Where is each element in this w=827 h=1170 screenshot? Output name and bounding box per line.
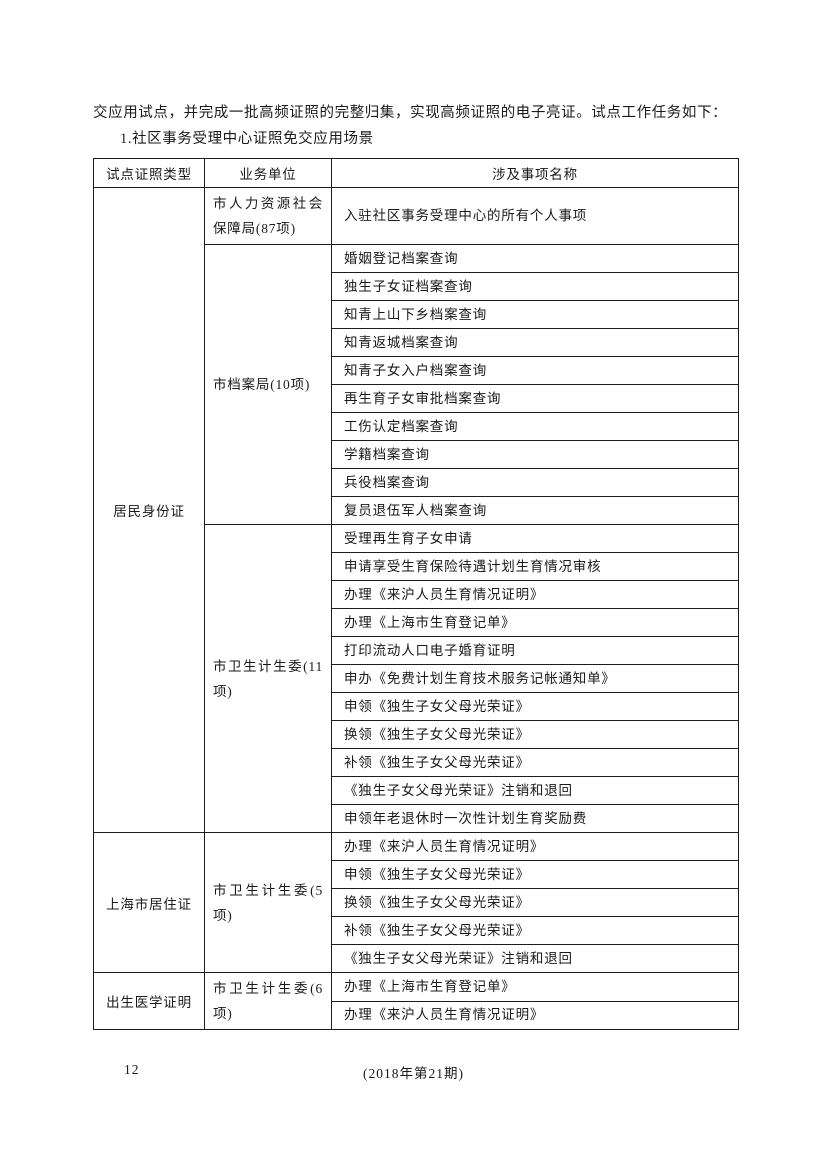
table-row: 申请享受生育保险待遇计划生育情况审核: [94, 552, 739, 581]
table-row: 兵役档案查询: [94, 468, 739, 497]
unit-cell: 市卫生计生委(5项): [204, 832, 332, 973]
table-row: 打印流动人口电子婚育证明: [94, 636, 739, 665]
table-row: 《独生子女父母光荣证》注销和退回: [94, 944, 739, 973]
table-row: 换领《独生子女父母光荣证》: [94, 888, 739, 917]
table-body: 居民身份证 市人力资源社会保障局(87项) 入驻社区事务受理中心的所有个人事项 市档案…: [93, 187, 739, 1030]
unit-cell: 市卫生计生委(11项): [204, 524, 332, 833]
item-cell: 知青上山下乡档案查询: [331, 300, 739, 329]
item-cell: 再生育子女审批档案查询: [331, 384, 739, 413]
cert-type-cell: 居民身份证: [93, 187, 205, 833]
table-row: 办理《来沪人员生育情况证明》: [94, 1000, 739, 1030]
item-cell: 换领《独生子女父母光荣证》: [331, 888, 739, 917]
issue-label: (2018年第21期): [363, 1066, 464, 1081]
unit-cell: 市人力资源社会保障局(87项): [204, 187, 332, 245]
table-row: 申领《独生子女父母光荣证》: [94, 692, 739, 721]
item-cell: 换领《独生子女父母光荣证》: [331, 720, 739, 749]
table-row: 工伤认定档案查询: [94, 412, 739, 441]
table-row: 再生育子女审批档案查询: [94, 384, 739, 413]
table-header-row: 试点证照类型 业务单位 涉及事项名称: [93, 158, 739, 188]
table-row: 知青返城档案查询: [94, 328, 739, 357]
item-cell: 入驻社区事务受理中心的所有个人事项: [331, 187, 739, 245]
table-row: 出生医学证明 市卫生计生委(6项) 办理《上海市生育登记单》: [93, 972, 739, 1030]
table-row: 市档案局(10项) 婚姻登记档案查询: [94, 244, 739, 525]
item-cell: 独生子女证档案查询: [331, 272, 739, 301]
item-cell: 婚姻登记档案查询: [331, 244, 739, 273]
table-row: 《独生子女父母光荣证》注销和退回: [94, 776, 739, 805]
cert-type-cell: 上海市居住证: [93, 832, 205, 973]
item-cell: 兵役档案查询: [331, 468, 739, 497]
item-cell: 补领《独生子女父母光荣证》: [331, 916, 739, 945]
item-cell: 申请享受生育保险待遇计划生育情况审核: [331, 552, 739, 581]
item-cell: 知青子女入户档案查询: [331, 356, 739, 385]
certificates-table: 试点证照类型 业务单位 涉及事项名称 居民身份证 市人力资源社会保障局(87项) 入…: [93, 158, 739, 1030]
item-cell: 办理《来沪人员生育情况证明》: [331, 832, 739, 861]
document-content: 交应用试点，并完成一批高频证照的完整归集，实现高频证照的电子亮证。试点工作任务如…: [93, 101, 739, 1030]
item-cell: 办理《上海市生育登记单》: [331, 972, 739, 1002]
item-cell: 复员退伍军人档案查询: [331, 496, 739, 525]
item-cell: 《独生子女父母光荣证》注销和退回: [331, 776, 739, 805]
table-row: 办理《上海市生育登记单》: [94, 608, 739, 637]
item-cell: 打印流动人口电子婚育证明: [331, 636, 739, 665]
item-cell: 工伤认定档案查询: [331, 412, 739, 441]
item-cell: 申领《独生子女父母光荣证》: [331, 692, 739, 721]
unit-cell: 市卫生计生委(6项): [204, 972, 332, 1030]
column-header-unit: 业务单位: [204, 158, 332, 188]
column-header-cert-type: 试点证照类型: [93, 158, 205, 188]
item-cell: 申办《免费计划生育技术服务记帐通知单》: [331, 664, 739, 693]
table-row: 知青子女入户档案查询: [94, 356, 739, 385]
table-row: 知青上山下乡档案查询: [94, 300, 739, 329]
column-header-items: 涉及事项名称: [331, 158, 739, 188]
item-cell: 学籍档案查询: [331, 440, 739, 469]
section-heading: 1.社区事务受理中心证照免交应用场景: [120, 131, 374, 147]
page-footer: 12 (2018年第21期): [0, 1062, 827, 1084]
table-row: 居民身份证 市人力资源社会保障局(87项) 入驻社区事务受理中心的所有个人事项: [93, 187, 739, 833]
page-number: 12: [124, 1062, 140, 1077]
unit-cell: 市档案局(10项): [204, 244, 332, 525]
item-cell: 申领年老退休时一次性计划生育奖励费: [331, 804, 739, 833]
table-row: 上海市居住证 市卫生计生委(5项) 办理《来沪人员生育情况证明》: [93, 832, 739, 973]
table-row: 换领《独生子女父母光荣证》: [94, 720, 739, 749]
item-cell: 补领《独生子女父母光荣证》: [331, 748, 739, 777]
item-cell: 知青返城档案查询: [331, 328, 739, 357]
item-cell: 《独生子女父母光荣证》注销和退回: [331, 944, 739, 973]
intro-paragraph: 交应用试点，并完成一批高频证照的完整归集，实现高频证照的电子亮证。试点工作任务如…: [93, 105, 728, 121]
item-cell: 办理《来沪人员生育情况证明》: [331, 580, 739, 609]
item-cell: 申领《独生子女父母光荣证》: [331, 860, 739, 889]
cert-type-cell: 出生医学证明: [93, 972, 205, 1030]
item-cell: 办理《上海市生育登记单》: [331, 608, 739, 637]
table-row: 复员退伍军人档案查询: [94, 496, 739, 525]
item-cell: 受理再生育子女申请: [331, 524, 739, 553]
table-row: 学籍档案查询: [94, 440, 739, 469]
item-cell: 办理《来沪人员生育情况证明》: [331, 1000, 739, 1030]
